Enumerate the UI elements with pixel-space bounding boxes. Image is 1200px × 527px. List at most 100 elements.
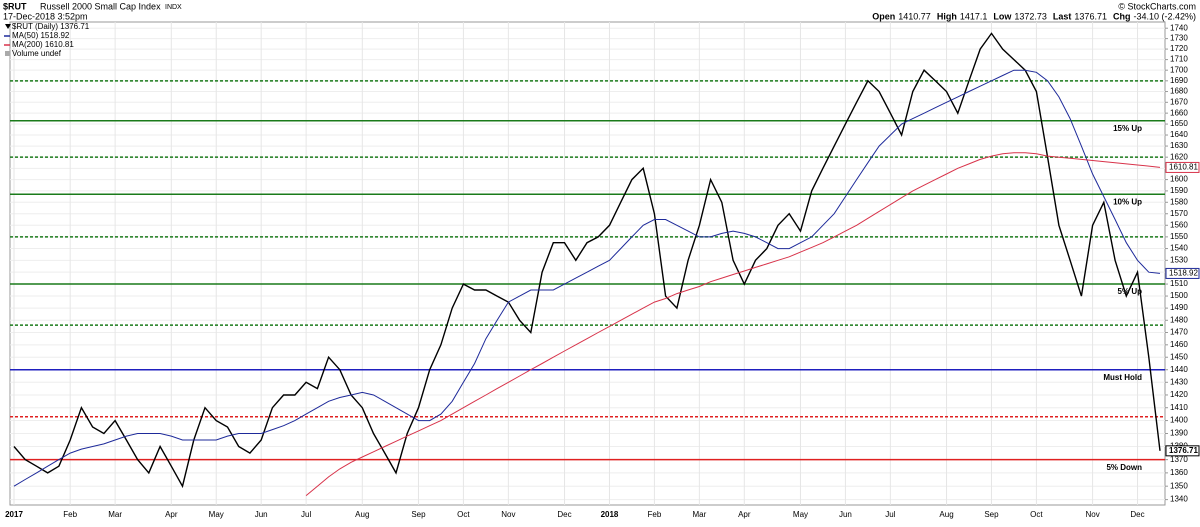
y-tick-label: 1670 — [1170, 97, 1188, 106]
x-tick-label: Nov — [501, 510, 515, 519]
y-tick-label: 1390 — [1170, 429, 1188, 438]
quote-value: 1410.77 — [898, 11, 931, 21]
level-label: 15% Up — [1113, 124, 1142, 133]
x-tick-label: Apr — [165, 510, 178, 519]
x-tick-label: Mar — [692, 510, 706, 519]
y-tick-label: 1740 — [1170, 23, 1188, 32]
exchange: INDX — [165, 4, 182, 11]
legend-label: Volume undef — [12, 49, 62, 58]
x-tick-label: Feb — [648, 510, 662, 519]
y-tick-label: 1400 — [1170, 416, 1188, 425]
x-tick-label: Feb — [63, 510, 77, 519]
x-tick-label: Nov — [1085, 510, 1099, 519]
x-tick-label: Sep — [984, 510, 999, 519]
last-value-tag — [1165, 161, 1200, 173]
quote-value: -34.10 (-2.42%) — [1133, 11, 1196, 21]
y-tick-label: 1680 — [1170, 87, 1188, 96]
y-tick-label: 1690 — [1170, 76, 1188, 85]
x-tick-label: Jun — [255, 510, 268, 519]
y-tick-label: 1420 — [1170, 390, 1188, 399]
y-tick-label: 1440 — [1170, 365, 1188, 374]
x-tick-label: Aug — [355, 510, 369, 519]
y-tick-label: 1510 — [1170, 279, 1188, 288]
level-label: 5% Down — [1106, 463, 1142, 472]
last-value-label: 1376.71 — [1169, 446, 1198, 455]
y-tick-label: 1710 — [1170, 55, 1188, 64]
x-tick-label: May — [793, 510, 808, 519]
x-tick-label: 2018 — [601, 510, 619, 519]
y-tick-label: 1450 — [1170, 352, 1188, 361]
level-label: Must Hold — [1103, 373, 1142, 382]
y-tick-label: 1530 — [1170, 255, 1188, 264]
x-tick-label: Mar — [108, 510, 122, 519]
y-tick-label: 1700 — [1170, 65, 1188, 74]
level-label: 10% Up — [1113, 197, 1142, 206]
x-tick-label: Oct — [457, 510, 470, 519]
quote-value: 1376.71 — [1074, 11, 1107, 21]
y-tick-label: 1500 — [1170, 291, 1188, 300]
legend-icon — [5, 24, 11, 29]
y-tick-label: 1600 — [1170, 175, 1188, 184]
source: © StockCharts.com — [1118, 1, 1196, 11]
y-tick-label: 1580 — [1170, 197, 1188, 206]
legend-label: $RUT (Daily) 1376.71 — [12, 22, 90, 31]
last-value-label: 1518.92 — [1169, 269, 1198, 278]
legend-swatch — [5, 51, 10, 56]
date: 17-Dec-2018 3:52pm — [3, 11, 88, 21]
legend-label: MA(50) 1518.92 — [12, 31, 70, 40]
y-tick-label: 1490 — [1170, 303, 1188, 312]
series-line — [13, 32, 1161, 489]
y-tick-label: 1410 — [1170, 403, 1188, 412]
legend-label: MA(200) 1610.81 — [12, 40, 74, 49]
y-tick-label: 1660 — [1170, 108, 1188, 117]
y-tick-label: 1630 — [1170, 141, 1188, 150]
index-name: Russell 2000 Small Cap Index — [40, 1, 161, 11]
y-tick-label: 1540 — [1170, 244, 1188, 253]
y-tick-label: 1460 — [1170, 340, 1188, 349]
quote-label: Open — [872, 11, 895, 21]
y-tick-label: 1480 — [1170, 315, 1188, 324]
y-tick-label: 1340 — [1170, 495, 1188, 504]
y-tick-label: 1650 — [1170, 119, 1188, 128]
x-tick-label: Jul — [885, 510, 895, 519]
x-tick-label: Dec — [1130, 510, 1144, 519]
y-tick-label: 1570 — [1170, 209, 1188, 218]
series-line — [305, 152, 1161, 496]
y-tick-label: 1350 — [1170, 481, 1188, 490]
x-tick-label: Aug — [939, 510, 953, 519]
y-tick-label: 1470 — [1170, 328, 1188, 337]
x-tick-label: May — [209, 510, 224, 519]
y-tick-label: 1550 — [1170, 232, 1188, 241]
quote-label: Chg — [1113, 11, 1131, 21]
x-tick-label: 2017 — [5, 510, 23, 519]
y-tick-label: 1720 — [1170, 44, 1188, 53]
series-line — [13, 69, 1161, 487]
x-tick-label: Jun — [839, 510, 852, 519]
y-tick-label: 1560 — [1170, 220, 1188, 229]
quote-value: 1417.1 — [960, 11, 988, 21]
level-label: 5% Up — [1118, 287, 1143, 296]
y-tick-label: 1620 — [1170, 152, 1188, 161]
x-tick-label: Dec — [557, 510, 571, 519]
x-tick-label: Sep — [411, 510, 426, 519]
header: $RUT Russell 2000 Small Cap Index INDX 1… — [3, 1, 1196, 21]
y-tick-label: 1640 — [1170, 130, 1188, 139]
quote-value: 1372.73 — [1014, 11, 1047, 21]
x-tick-label: Jul — [301, 510, 311, 519]
last-value-tag — [1165, 267, 1200, 279]
y-tick-label: 1370 — [1170, 455, 1188, 464]
last-value-label: 1610.81 — [1169, 163, 1198, 172]
x-tick-label: Apr — [738, 510, 751, 519]
y-tick-label: 1430 — [1170, 377, 1188, 386]
quote-label: High — [937, 11, 957, 21]
y-tick-label: 1590 — [1170, 186, 1188, 195]
last-value-tag — [1165, 445, 1200, 457]
y-tick-label: 1360 — [1170, 468, 1188, 477]
quote-label: Low — [993, 11, 1012, 21]
x-tick-label: Oct — [1030, 510, 1043, 519]
quote-label: Last — [1053, 11, 1072, 21]
plot-frame — [9, 21, 1166, 506]
symbol: $RUT — [3, 1, 27, 11]
